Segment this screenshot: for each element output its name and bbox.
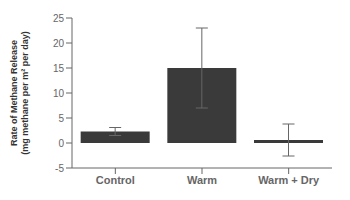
svg-text:Control: Control (96, 174, 135, 186)
svg-text:10: 10 (53, 88, 65, 99)
svg-text:Warm: Warm (187, 174, 217, 186)
svg-text:Rate of Methane Release(mg met: Rate of Methane Release(mg methane per m… (9, 31, 30, 155)
svg-text:15: 15 (53, 63, 65, 74)
svg-text:0: 0 (58, 138, 64, 149)
svg-text:5: 5 (58, 113, 64, 124)
svg-text:-5: -5 (55, 163, 64, 174)
svg-text:25: 25 (53, 13, 65, 24)
svg-text:Warm + Dry: Warm + Dry (258, 174, 320, 186)
svg-text:20: 20 (53, 38, 65, 49)
